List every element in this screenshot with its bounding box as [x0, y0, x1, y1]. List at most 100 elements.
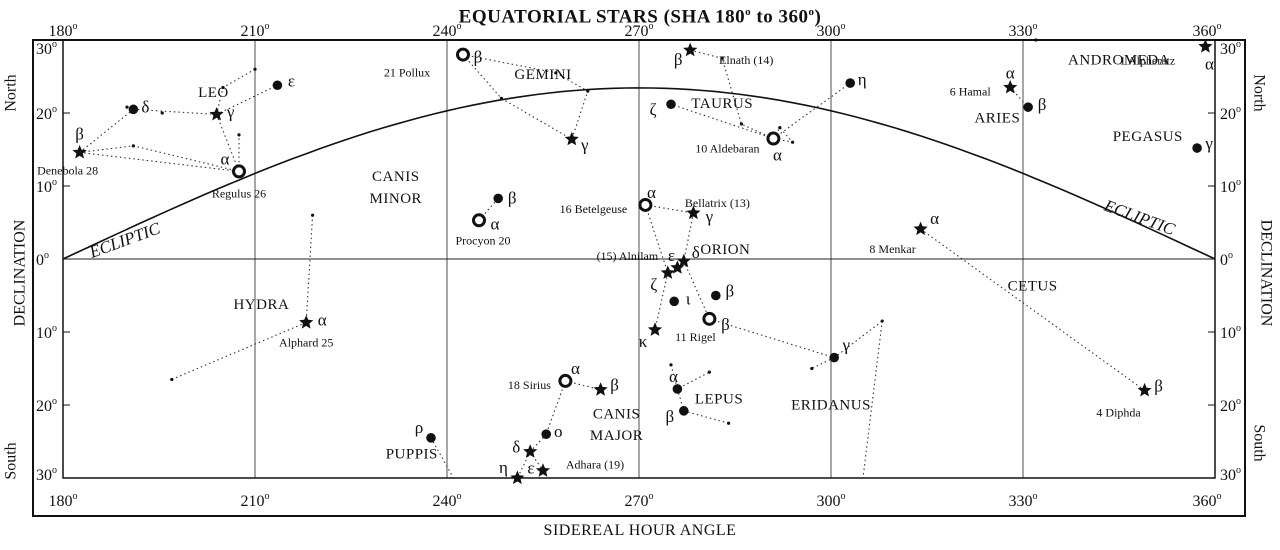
minor-star	[707, 370, 712, 374]
star-dot-taurus-eta	[845, 78, 855, 88]
minor-star	[720, 56, 724, 60]
greek-letter-elnath: β	[674, 50, 683, 69]
greek-letter-alphard: α	[318, 311, 327, 330]
constellation-line	[683, 212, 694, 262]
x-tick-label-top-300: 300o	[817, 21, 846, 40]
constellation-name-taurus-2: TAURUS	[691, 96, 753, 112]
greek-letter-taurus-eta: η	[858, 70, 867, 89]
star-name-pollux: 21 Pollux	[384, 66, 430, 80]
constellation-line	[709, 318, 883, 359]
greek-letter-puppis-rho: ρ	[415, 418, 423, 437]
x-tick-label-bottom-240: 240o	[433, 491, 462, 510]
y-axis-label-left: DECLINATION	[11, 219, 29, 327]
star-name-rigel: 11 Rigel	[675, 330, 716, 344]
greek-letter-leo-delta: δ	[141, 97, 149, 116]
star-name-alpheratz: 1 Alpheratz	[1120, 54, 1176, 68]
star-marker-alnilam	[670, 260, 685, 274]
ecliptic-curve	[62, 87, 1216, 260]
constellation-line	[133, 108, 217, 116]
constellation-name-gemini-1: GEMINI	[514, 67, 571, 83]
minor-star	[131, 144, 135, 148]
constellation-line	[654, 272, 669, 330]
y-tick-label-left-6: 30o	[36, 465, 57, 484]
constellation-line	[565, 380, 601, 391]
star-marker-elnath	[683, 42, 698, 57]
title-text: EQUATORIAL STARS (SHA 180	[458, 6, 746, 28]
star-name-aldebaran: 10 Aldebaran	[695, 142, 759, 156]
stars-layer	[72, 38, 1213, 485]
constellation-line	[430, 437, 454, 479]
y-tick-degree: o	[1236, 104, 1241, 115]
star-marker-adhara	[535, 463, 551, 477]
star-dot-orion-iota	[669, 296, 679, 307]
constellation-name-andromeda-4: ANDROMEDA	[1068, 52, 1170, 68]
chart-title: EQUATORIAL STARS (SHA 180o to 360o)	[0, 6, 1280, 28]
constellation-line	[683, 410, 729, 424]
star-name-denebola: Denebola 28	[37, 163, 98, 177]
minor-star	[237, 133, 241, 137]
star-marker-leo-gamma	[209, 107, 224, 121]
constellation-name-lepus-13: LEPUS	[695, 392, 743, 408]
greek-letter-aldebaran: α	[773, 146, 782, 165]
ecliptic-label-left: ECLIPTIC	[86, 218, 163, 262]
navigational-star-marker-aldebaran	[766, 131, 781, 146]
x-tick-degree: o	[1217, 491, 1222, 502]
y-tick-degree: o	[1236, 39, 1241, 50]
x-axis-label: SIDEREAL HOUR ANGLE	[543, 522, 737, 539]
y-tick-degree: o	[52, 323, 57, 334]
x-tick-degree: o	[457, 21, 462, 32]
y-tick-degree: o	[52, 104, 57, 115]
greek-letter-diphda: β	[1154, 376, 1163, 395]
star-marker-hamal	[1003, 80, 1018, 94]
greek-letter-saiph: κ	[639, 332, 648, 351]
constellation-name-puppis-15: PUPPIS	[386, 446, 438, 462]
y-tick-label-right-4: 10o	[1220, 323, 1241, 342]
greek-letter-orion-iota: ι	[686, 289, 691, 308]
greek-letter-taurus-zeta: ζ	[649, 100, 656, 119]
star-marker-alphard	[299, 315, 314, 329]
star-dot-eridanus-gamma	[829, 352, 839, 363]
star-name-procyon: Procyon 20	[456, 233, 511, 247]
minor-star	[125, 105, 129, 109]
greek-letter-eridanus-gamma: γ	[841, 336, 850, 355]
minor-star	[170, 377, 174, 382]
y-tick-label-right-6: 30o	[1220, 465, 1241, 484]
constellation-name-canis-6: CANIS	[372, 169, 420, 185]
star-name-hamal: 6 Hamal	[950, 84, 992, 98]
star-dot-cmi-beta	[493, 193, 504, 204]
greek-letter-alnitak: ζ	[650, 275, 657, 294]
x-tick-degree: o	[1033, 491, 1038, 502]
constellation-line	[529, 451, 544, 472]
constellation-name-leo-0: LEO	[198, 85, 229, 101]
title-degree-sup: o	[745, 6, 752, 18]
star-marker-diphda	[1137, 382, 1152, 397]
constellation-line	[773, 82, 851, 139]
constellation-name-pegasus-5: PEGASUS	[1113, 129, 1183, 145]
x-tick-label-top-180: 180o	[49, 21, 78, 40]
minor-star	[221, 85, 225, 90]
x-tick-degree: o	[73, 491, 78, 502]
constellation-name-canis-11: CANIS	[593, 406, 641, 422]
navigational-star-marker-pollux	[456, 47, 470, 62]
constellation-line	[644, 204, 669, 274]
greek-letter-orion-beta2: β	[725, 282, 734, 301]
x-tick-degree: o	[841, 491, 846, 502]
star-dot-leo-epsilon	[272, 80, 283, 91]
x-tick-label-bottom-210: 210o	[241, 491, 270, 510]
star-marker-alnitak	[660, 265, 675, 279]
minor-star	[791, 140, 795, 144]
x-tick-label-top-330: 330o	[1009, 21, 1038, 40]
greek-letter-pollux: β	[474, 48, 483, 67]
y-tick-label-right-5: 20o	[1220, 396, 1241, 415]
y-tick-label-right-1: 20o	[1220, 104, 1241, 123]
minor-star	[669, 363, 673, 367]
x-tick-label-bottom-330: 330o	[1009, 491, 1038, 510]
north-label-right: North	[1250, 74, 1268, 112]
x-tick-degree: o	[457, 491, 462, 502]
y-tick-label-left-0: 30o	[36, 39, 57, 58]
star-marker-denebola	[72, 144, 87, 159]
constellation-line	[862, 321, 883, 479]
minor-star	[727, 421, 731, 425]
